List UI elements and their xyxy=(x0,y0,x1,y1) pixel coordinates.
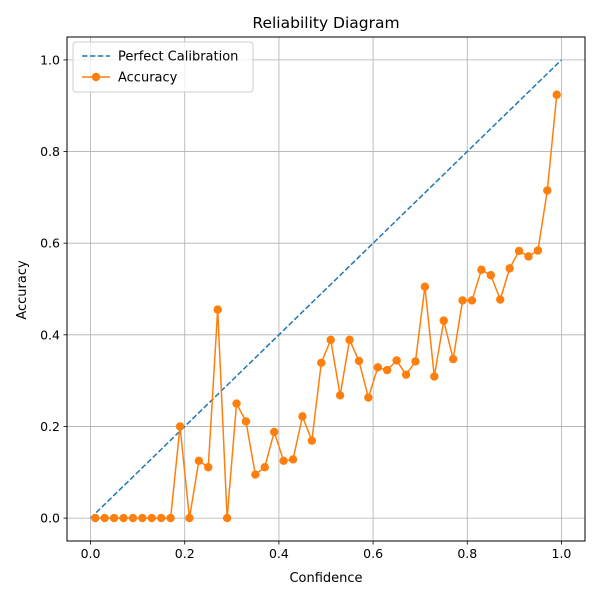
x-tick-label: 0.6 xyxy=(363,546,383,561)
accuracy-point xyxy=(505,264,514,273)
accuracy-point xyxy=(185,513,194,523)
chart-title: Reliability Diagram xyxy=(252,14,399,32)
series-line-perfect-calibration xyxy=(90,59,562,519)
accuracy-point xyxy=(194,456,204,466)
legend: Perfect Calibration Accuracy xyxy=(72,41,254,93)
x-tick-label: 1.0 xyxy=(552,546,572,561)
plot-series xyxy=(90,59,562,523)
x-tick-label: 0.2 xyxy=(175,546,195,561)
accuracy-point xyxy=(392,356,401,365)
accuracy-point xyxy=(420,282,430,291)
x-tick-label: 0.8 xyxy=(457,546,477,561)
accuracy-point xyxy=(260,463,269,472)
legend-label-accuracy: Accuracy xyxy=(118,71,178,86)
accuracy-point xyxy=(430,372,439,381)
y-tick-label: 1.0 xyxy=(40,52,60,67)
accuracy-point xyxy=(383,365,392,375)
accuracy-point xyxy=(156,513,166,523)
accuracy-point xyxy=(524,252,533,261)
accuracy-point xyxy=(439,316,448,325)
accuracy-point xyxy=(477,265,486,274)
accuracy-point xyxy=(354,356,364,366)
accuracy-point xyxy=(533,246,543,255)
x-axis-label: Confidence xyxy=(289,571,362,586)
legend-box xyxy=(72,41,254,93)
accuracy-point xyxy=(147,513,156,523)
accuracy-point xyxy=(270,427,279,437)
accuracy-point xyxy=(335,391,345,400)
accuracy-point xyxy=(222,513,232,523)
legend-marker-accuracy xyxy=(91,72,101,82)
x-tick-label: 0.4 xyxy=(269,546,289,561)
y-tick-label: 0.2 xyxy=(40,419,60,434)
accuracy-point xyxy=(458,296,467,305)
accuracy-point xyxy=(128,513,138,523)
accuracy-point xyxy=(345,335,354,345)
plot-frame xyxy=(66,36,586,542)
y-axis-label: Accuracy xyxy=(15,260,30,320)
accuracy-point xyxy=(448,354,458,364)
y-tick-label: 0.8 xyxy=(40,144,60,159)
accuracy-point xyxy=(166,513,175,523)
legend-label-perfect-calibration: Perfect Calibration xyxy=(118,50,238,65)
accuracy-point xyxy=(241,417,251,426)
accuracy-point xyxy=(373,363,382,372)
y-tick-label: 0.4 xyxy=(40,327,60,342)
accuracy-point xyxy=(467,296,477,305)
accuracy-point xyxy=(307,436,317,445)
accuracy-point xyxy=(175,422,185,431)
accuracy-point xyxy=(514,246,524,256)
accuracy-point xyxy=(213,305,222,314)
accuracy-point xyxy=(326,335,335,345)
accuracy-point xyxy=(552,90,561,99)
accuracy-point xyxy=(119,513,128,523)
accuracy-point xyxy=(288,455,298,464)
accuracy-point xyxy=(279,456,288,466)
accuracy-point xyxy=(364,393,373,402)
axis-ticks: 0.0 0.2 0.4 0.6 0.8 1.0 0.0 0.2 0.4 0.6 0.8 1.0 xyxy=(40,52,571,561)
accuracy-point xyxy=(298,412,307,421)
accuracy-point xyxy=(401,370,411,379)
accuracy-point xyxy=(91,513,100,523)
accuracy-point xyxy=(232,399,241,408)
accuracy-point xyxy=(251,470,260,479)
accuracy-point xyxy=(543,186,552,195)
accuracy-point xyxy=(496,295,505,304)
y-tick-label: 0.6 xyxy=(40,236,60,251)
y-tick-label: 0.0 xyxy=(40,511,60,526)
accuracy-point xyxy=(411,357,420,366)
accuracy-point xyxy=(486,271,496,280)
accuracy-point xyxy=(317,358,326,367)
accuracy-point xyxy=(109,513,119,523)
accuracy-point xyxy=(204,463,213,472)
accuracy-point xyxy=(100,513,109,523)
accuracy-point xyxy=(138,513,147,523)
series-line-accuracy xyxy=(95,94,558,519)
x-tick-label: 0.0 xyxy=(81,546,101,561)
